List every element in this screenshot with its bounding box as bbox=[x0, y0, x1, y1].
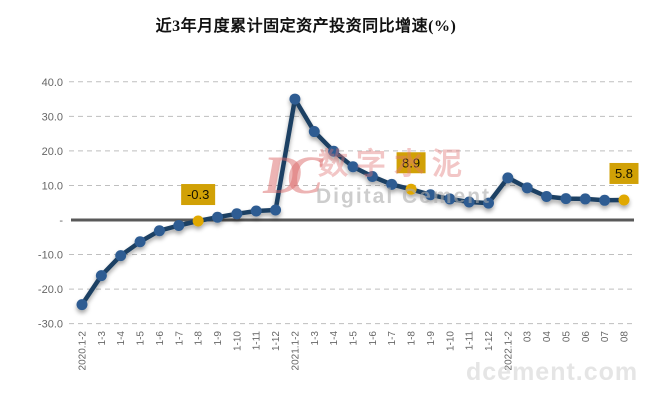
annotation-label: 8.9 bbox=[402, 155, 420, 170]
data-point bbox=[308, 126, 320, 138]
x-axis-tick-label: 1-9 bbox=[213, 331, 224, 346]
y-axis-tick-label: -20.0 bbox=[38, 284, 63, 296]
data-point bbox=[366, 170, 378, 182]
x-axis-tick-label: 1-5 bbox=[136, 331, 147, 346]
x-axis-tick-label: 04 bbox=[542, 331, 553, 343]
annotation-label: -0.3 bbox=[187, 187, 209, 202]
x-axis-tick-label: 07 bbox=[600, 331, 611, 343]
x-axis-tick-label: 1-7 bbox=[174, 331, 185, 346]
series-line bbox=[80, 96, 625, 306]
data-point bbox=[211, 211, 223, 223]
data-point bbox=[521, 182, 533, 194]
x-axis-tick-label: 2020.1-2 bbox=[78, 331, 89, 371]
data-point bbox=[328, 145, 340, 157]
x-axis-tick-label: 08 bbox=[619, 331, 630, 343]
data-point bbox=[289, 93, 301, 105]
data-point bbox=[347, 161, 359, 173]
y-axis-tick-label: 40.0 bbox=[42, 77, 63, 89]
data-point bbox=[541, 191, 553, 203]
data-point bbox=[115, 250, 127, 262]
x-axis-tick-label: 1-5 bbox=[348, 331, 359, 346]
x-axis-tick-label: 1-4 bbox=[329, 331, 340, 346]
data-series bbox=[76, 93, 630, 311]
x-axis-tick-label: 06 bbox=[581, 331, 592, 343]
x-axis-tick-label: 1-7 bbox=[387, 331, 398, 346]
data-point bbox=[424, 189, 436, 201]
data-point bbox=[95, 270, 107, 282]
annotation-box bbox=[396, 152, 426, 174]
highlight-data-point bbox=[192, 215, 204, 227]
data-point bbox=[153, 225, 165, 237]
data-point bbox=[386, 178, 398, 190]
x-axis-tick-label: 1-8 bbox=[407, 331, 418, 346]
highlight-data-point bbox=[405, 183, 417, 195]
x-axis-tick-label: 2021.1-2 bbox=[290, 331, 301, 371]
annotation-label: 5.8 bbox=[615, 166, 633, 181]
y-axis-tick-label: - bbox=[59, 215, 63, 227]
data-point bbox=[270, 204, 282, 216]
y-axis-tick-label: 30.0 bbox=[42, 111, 63, 123]
annotation-box bbox=[609, 162, 639, 184]
data-point bbox=[134, 236, 146, 248]
x-axis-tick-label: 03 bbox=[523, 331, 534, 343]
x-axis-tick-label: 1-6 bbox=[368, 331, 379, 346]
data-point bbox=[444, 193, 456, 205]
data-point bbox=[76, 299, 88, 311]
data-point bbox=[250, 205, 262, 217]
data-point bbox=[463, 196, 475, 208]
x-axis-tick-label: 2022.1-2 bbox=[503, 331, 514, 371]
x-axis-tick-label: 1-10 bbox=[232, 331, 243, 351]
annotation-box bbox=[181, 184, 216, 206]
x-axis-tick-label: 1-11 bbox=[465, 331, 476, 351]
data-point bbox=[579, 193, 591, 205]
data-point bbox=[173, 220, 185, 232]
x-axis-tick-label: 1-4 bbox=[116, 331, 127, 346]
y-axis-tick-label: 20.0 bbox=[42, 146, 63, 158]
data-point bbox=[482, 197, 494, 209]
data-point bbox=[231, 208, 243, 220]
chart-title: 近3年月度累计固定资产投资同比增速(%) bbox=[155, 18, 457, 35]
data-point bbox=[560, 193, 572, 205]
x-axis-tick-label: 1-3 bbox=[310, 331, 321, 346]
data-point bbox=[502, 172, 514, 184]
x-axis-tick-label: 1-6 bbox=[155, 331, 166, 346]
data-point bbox=[599, 194, 611, 206]
x-axis-tick-label: 1-12 bbox=[484, 331, 495, 351]
x-axis-tick-label: 1-10 bbox=[445, 331, 456, 351]
x-axis-tick-label: 1-3 bbox=[97, 331, 108, 346]
x-axis-tick-label: 05 bbox=[561, 331, 572, 343]
highlight-data-point bbox=[618, 194, 630, 206]
y-axis-tick-label: 10.0 bbox=[42, 180, 63, 192]
x-axis-tick-label: 1-9 bbox=[426, 331, 437, 346]
y-axis-tick-label: -30.0 bbox=[38, 319, 63, 331]
x-axis-tick-label: 1-11 bbox=[252, 331, 263, 351]
x-axis-tick-label: 1-12 bbox=[271, 331, 282, 351]
x-axis-tick-label: 1-8 bbox=[194, 331, 205, 346]
y-axis-tick-label: -10.0 bbox=[38, 250, 63, 262]
